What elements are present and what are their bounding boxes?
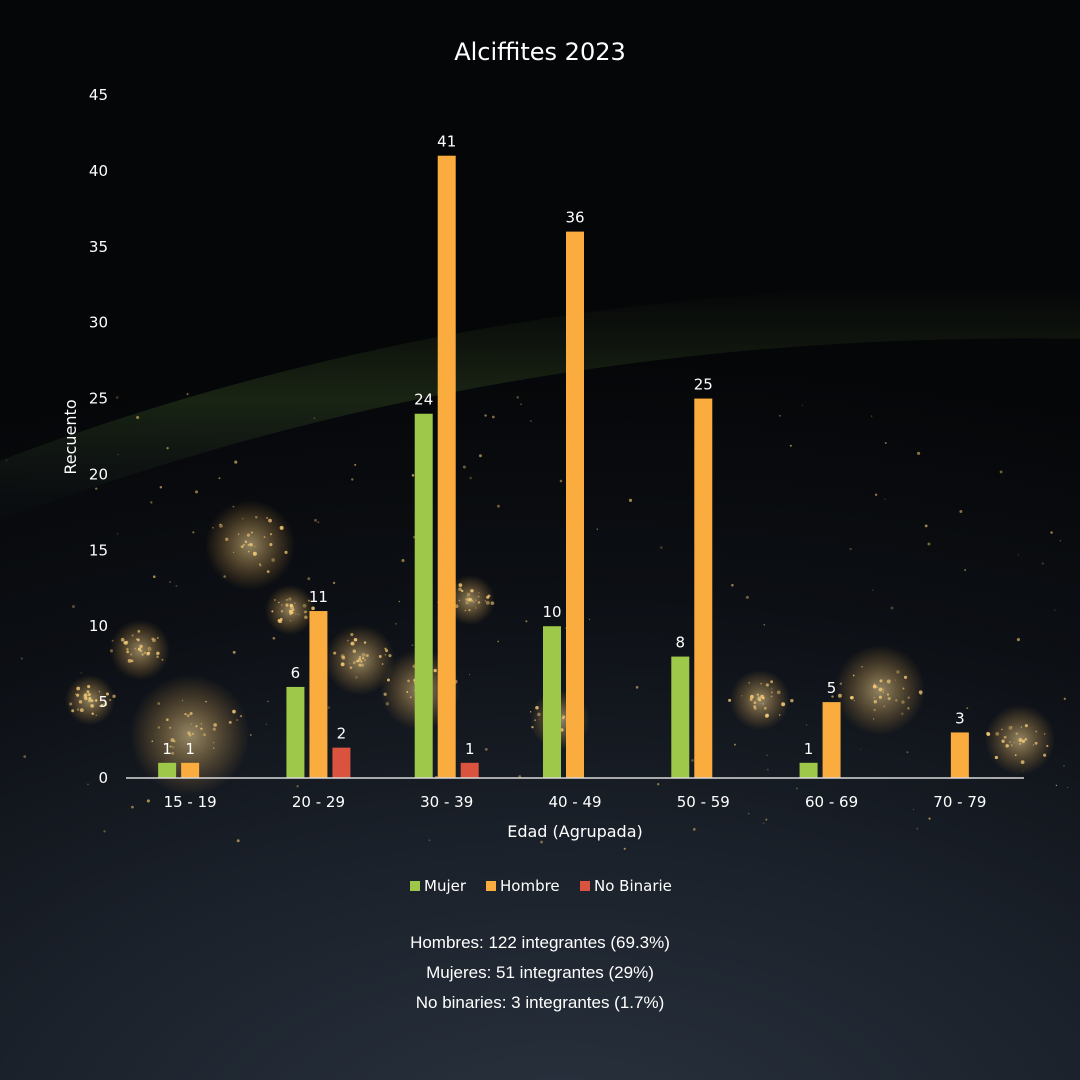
data-label: 41 bbox=[437, 133, 456, 151]
y-tick-label: 25 bbox=[89, 390, 108, 408]
x-tick-label: 40 - 49 bbox=[548, 793, 601, 811]
x-axis-title: Edad (Agrupada) bbox=[507, 822, 643, 841]
data-label: 3 bbox=[955, 709, 965, 727]
x-tick-label: 15 - 19 bbox=[164, 793, 217, 811]
legend-swatch bbox=[580, 881, 590, 891]
bar bbox=[414, 413, 433, 778]
data-label: 6 bbox=[291, 664, 301, 682]
note-no-binaries: No binaries: 3 integrantes (1.7%) bbox=[415, 993, 665, 1012]
data-label: 8 bbox=[676, 634, 686, 652]
bars bbox=[158, 155, 969, 779]
bar bbox=[158, 762, 177, 778]
data-label: 36 bbox=[565, 209, 584, 227]
note-mujeres: Mujeres: 51 integrantes (29%) bbox=[426, 963, 654, 982]
bar bbox=[694, 398, 713, 778]
y-tick-label: 40 bbox=[89, 162, 108, 180]
bar bbox=[181, 762, 200, 778]
data-label: 25 bbox=[694, 376, 713, 394]
legend-label: Mujer bbox=[424, 877, 467, 895]
bar bbox=[309, 611, 328, 778]
x-tick-label: 60 - 69 bbox=[805, 793, 858, 811]
y-tick-label: 30 bbox=[89, 314, 108, 332]
data-label: 10 bbox=[542, 603, 561, 621]
bar bbox=[950, 732, 969, 778]
y-tick-label: 0 bbox=[98, 769, 108, 787]
x-tick-label: 50 - 59 bbox=[677, 793, 730, 811]
legend: Mujer Hombre No Binarie bbox=[410, 877, 672, 895]
data-label: 1 bbox=[804, 740, 814, 758]
x-tick-label: 20 - 29 bbox=[292, 793, 345, 811]
bar bbox=[543, 626, 561, 778]
y-axis-title: Recuento bbox=[61, 399, 80, 474]
x-tick-label: 30 - 39 bbox=[420, 793, 473, 811]
legend-label: Hombre bbox=[500, 877, 560, 895]
data-label: 1 bbox=[162, 740, 172, 758]
bar bbox=[566, 231, 584, 779]
x-axis-ticks: 15 - 19 20 - 29 30 - 39 40 - 49 50 - 59 60 - … bbox=[164, 793, 987, 811]
bar bbox=[799, 762, 818, 778]
data-label: 24 bbox=[414, 391, 433, 409]
y-tick-label: 35 bbox=[89, 238, 108, 256]
city-lights bbox=[6, 393, 1069, 850]
y-tick-label: 45 bbox=[89, 86, 108, 104]
y-tick-label: 15 bbox=[89, 541, 108, 559]
y-tick-label: 5 bbox=[98, 693, 108, 711]
data-label: 1 bbox=[465, 740, 475, 758]
bar bbox=[286, 686, 305, 778]
legend-swatch bbox=[410, 881, 420, 891]
bar bbox=[332, 747, 351, 778]
chart-title: Alciffites 2023 bbox=[454, 38, 626, 66]
y-tick-label: 10 bbox=[89, 617, 108, 635]
legend-swatch bbox=[486, 881, 496, 891]
bar bbox=[460, 762, 479, 778]
x-tick-label: 70 - 79 bbox=[933, 793, 986, 811]
data-label: 2 bbox=[337, 725, 347, 743]
summary-notes: Hombres: 122 integrantes (69.3%) Mujeres… bbox=[0, 928, 1080, 1018]
atmosphere-glow bbox=[0, 286, 1080, 521]
legend-label: No Binarie bbox=[594, 877, 672, 895]
y-tick-label: 20 bbox=[89, 465, 108, 483]
note-hombres: Hombres: 122 integrantes (69.3%) bbox=[410, 933, 670, 952]
bar bbox=[822, 702, 841, 778]
data-label: 11 bbox=[309, 588, 328, 606]
data-label: 5 bbox=[827, 679, 837, 697]
y-axis-ticks: 0 5 10 15 20 25 30 35 40 45 bbox=[89, 86, 108, 787]
bar bbox=[437, 155, 456, 778]
bar bbox=[671, 656, 690, 778]
data-label: 1 bbox=[185, 740, 195, 758]
